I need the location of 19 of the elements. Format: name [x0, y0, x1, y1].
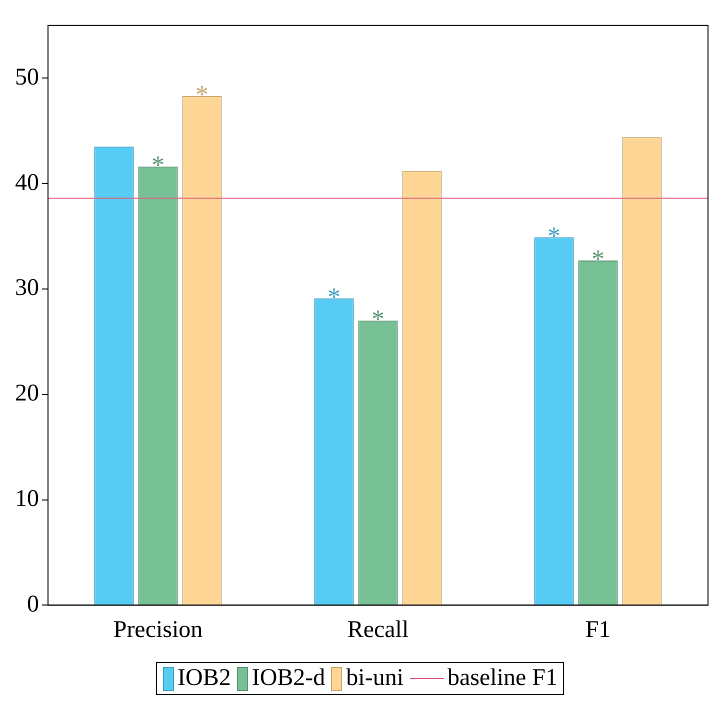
- y-tick-label: 20: [15, 380, 39, 407]
- y-tick-label: 30: [15, 275, 39, 302]
- x-tick-label: Recall: [347, 616, 409, 643]
- legend-label: IOB2-d: [252, 665, 326, 692]
- data-label: *: [372, 304, 384, 334]
- y-tick-label: 10: [15, 486, 39, 512]
- x-tick-label: F1: [585, 616, 611, 643]
- y-tick-label: 40: [15, 170, 39, 196]
- legend-label: IOB2: [178, 665, 231, 692]
- data-label: *: [196, 80, 208, 110]
- legend-label: bi-uni: [346, 665, 404, 692]
- data-label: *: [152, 150, 164, 180]
- data-label: *: [328, 282, 340, 312]
- data-label: *: [592, 244, 604, 274]
- y-tick-label: 0: [27, 591, 39, 618]
- data-label: *: [548, 221, 560, 250]
- legend-label: baseline F1: [448, 665, 558, 692]
- y-tick-label: 50: [15, 64, 39, 90]
- x-tick-label: Precision: [113, 616, 203, 643]
